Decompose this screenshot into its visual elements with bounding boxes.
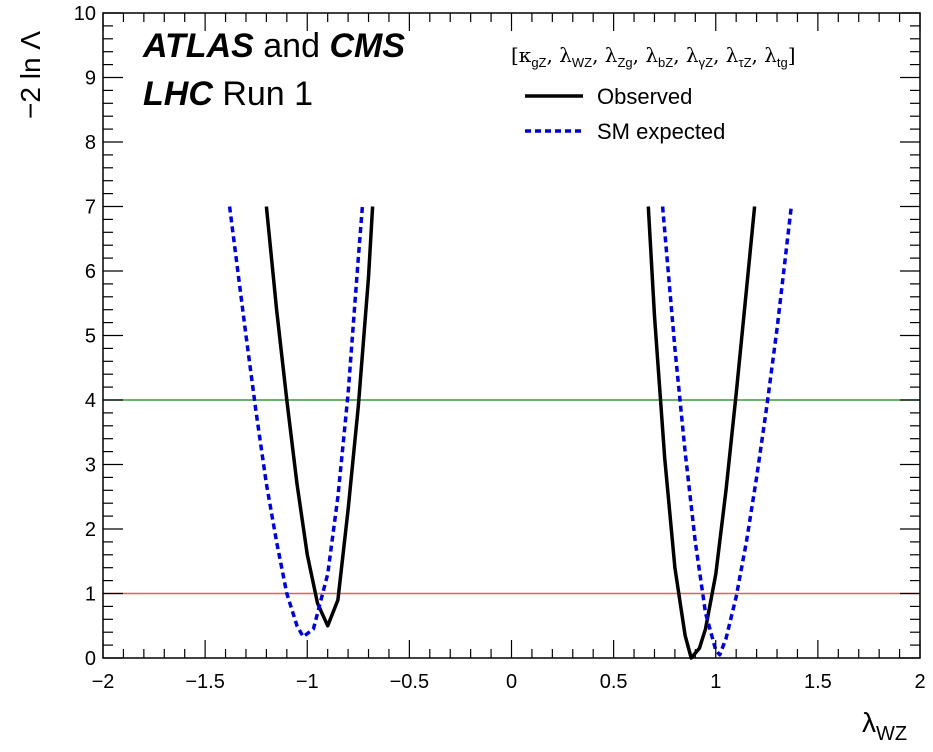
x-tick-label: −1.5	[185, 671, 224, 693]
legend-param-sub-3: bZ	[658, 55, 673, 70]
legend: [κgZ, λWZ, λZg, λbZ, λγZ, λτZ, λtg] Obse…	[511, 43, 796, 144]
series-0-segment-1	[646, 206, 757, 660]
x-axis-subscript: WZ	[876, 723, 907, 745]
y-tick-label: 6	[85, 261, 96, 283]
y-tick-label: 7	[85, 197, 96, 219]
y-axis-title-text: −2 ln Λ	[15, 31, 46, 119]
y-axis-title: −2 ln Λ	[15, 31, 46, 119]
experiment-label: ATLAS and CMS LHC Run 1	[142, 27, 405, 113]
x-tick-label: 2	[914, 671, 925, 693]
x-tick-label: −0.5	[390, 671, 429, 693]
y-tick-label: 2	[85, 519, 96, 541]
legend-param-sub-5: τZ	[738, 55, 751, 70]
y-tick-label: 1	[85, 584, 96, 606]
axis-ticks	[102, 12, 921, 659]
y-tick-label: 4	[85, 390, 96, 412]
experiment-label-line2: LHC Run 1	[143, 75, 313, 113]
run-label: Run 1	[213, 75, 313, 113]
y-tick-label: 5	[85, 326, 96, 348]
y-tick-label: 8	[85, 132, 96, 154]
series-1-segment-1	[660, 206, 794, 657]
y-tick-label: 3	[85, 455, 96, 477]
legend-param-sub-1: WZ	[572, 55, 592, 70]
series-1-segment-0	[227, 206, 365, 639]
legend-param-0: [κ	[511, 43, 532, 67]
legend-param-2: , λ	[592, 43, 618, 67]
y-tick-label: 10	[74, 3, 96, 25]
x-tick-label: 1.5	[804, 671, 832, 693]
y-tick-label: 0	[85, 648, 96, 670]
legend-param-sub-4: γZ	[699, 55, 714, 70]
x-tick-label: −2	[92, 671, 115, 693]
curves	[227, 206, 794, 660]
legend-parameter-header: [κgZ, λWZ, λZg, λbZ, λγZ, λτZ, λtg]	[511, 43, 796, 70]
legend-param-1: , λ	[546, 43, 572, 67]
x-tick-label: 0.5	[600, 671, 628, 693]
x-tick-label: 0	[506, 671, 517, 693]
x-axis-symbol: λ	[862, 707, 876, 738]
legend-param-sub-0: gZ	[531, 55, 546, 70]
y-tick-label: 9	[85, 68, 96, 90]
legend-param-6: , λ	[752, 43, 778, 67]
legend-param-3: , λ	[633, 43, 659, 67]
x-axis-title-text: λWZ	[862, 707, 907, 745]
cms-label: CMS	[329, 27, 405, 65]
x-tick-label: −1	[296, 671, 319, 693]
reference-lines	[103, 399, 920, 595]
and-label: and	[254, 27, 330, 65]
legend-param-5: , λ	[713, 43, 739, 67]
atlas-label: ATLAS	[142, 27, 254, 65]
tick-labels: −2 −1.5 −1 −0.5 0 0.5 1 1.5 2 0 1 2 3 4 5 6 7 8 9 10	[74, 3, 926, 693]
x-tick-label: 1	[710, 671, 721, 693]
legend-param-sub-2: Zg	[617, 55, 632, 70]
legend-label-observed: Observed	[597, 84, 692, 109]
series-0-segment-0	[264, 206, 375, 628]
legend-label-sm-expected: SM expected	[597, 119, 725, 144]
legend-param-sub-6: tg	[777, 55, 788, 70]
experiment-label-line1: ATLAS and CMS	[142, 27, 405, 65]
lhc-label: LHC	[143, 75, 213, 113]
legend-param-7: ]	[788, 43, 796, 67]
x-axis-title: λWZ	[862, 707, 907, 745]
legend-param-4: , λ	[673, 43, 699, 67]
